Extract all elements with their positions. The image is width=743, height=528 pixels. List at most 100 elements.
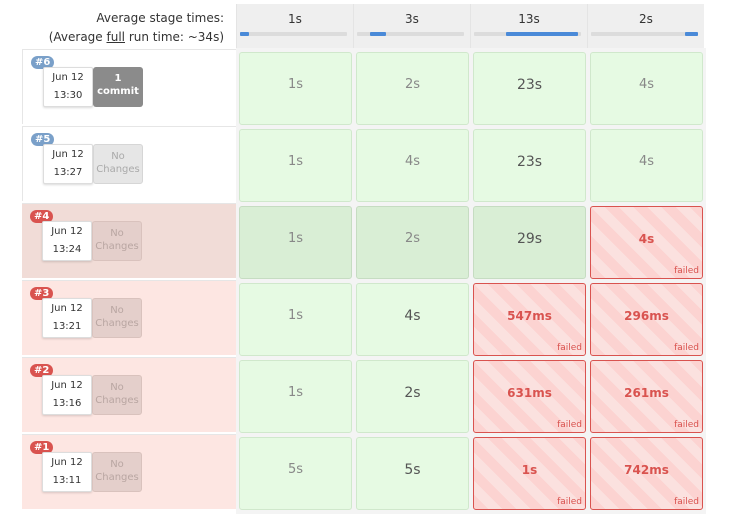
changes-box[interactable]: 1 commit [93,67,143,107]
stage-cell[interactable]: 742ms failed [590,437,703,510]
stage-cell[interactable]: 29s [473,206,586,279]
changes-line-1: 1 [114,73,122,84]
build-number-badge[interactable]: #4 [30,210,54,223]
stage-duration: 4s [404,154,421,169]
stage-progress-fill [685,32,698,36]
stage-duration: 29s [516,231,543,247]
changes-line-1: No [110,382,124,393]
build-number-badge[interactable]: #3 [30,287,54,300]
changes-line-1: No [110,459,124,470]
build-time: 13:24 [52,244,82,255]
build-row[interactable]: #2 Jun 12 13:16 No Changes [22,357,236,432]
stage-cell[interactable]: 4s [590,129,703,202]
stage-cell[interactable]: 1s [239,52,352,125]
build-number-badge[interactable]: #1 [30,441,54,454]
changes-box[interactable]: No Changes [92,298,142,338]
stage-duration: 23s [516,154,543,170]
build-date-card: Jun 12 13:24 [42,221,92,261]
stage-duration: 4s [638,77,655,92]
stage-duration: 1s [287,231,304,246]
changes-line-2: Changes [95,241,139,252]
stage-status-label: failed [557,497,582,507]
stage-duration: 2s [404,231,421,246]
average-stage-times-text: Average stage times: [96,11,224,25]
stage-duration: 1s [287,308,304,323]
stage-duration: 547ms [507,309,552,323]
stage-cell[interactable]: 4s [590,52,703,125]
stage-cell[interactable]: 23s [473,129,586,202]
build-row[interactable]: #6 Jun 12 13:30 1 commit [22,49,236,124]
stage-cell[interactable]: 2s [356,360,469,433]
stage-average-time: 3s [405,12,419,26]
stage-progress-fill [506,32,578,36]
stage-duration: 23s [516,77,543,93]
build-date: Jun 12 [52,72,84,83]
stage-cell[interactable]: 2s [356,52,469,125]
full-run-link[interactable]: full [106,30,126,44]
stage-cell[interactable]: 4s [356,283,469,356]
build-date-card: Jun 12 13:16 [42,375,92,415]
stage-cell[interactable]: 5s [239,437,352,510]
stage-header-2: 3s [353,4,470,48]
stage-duration: 742ms [624,463,669,477]
build-date: Jun 12 [51,226,83,237]
stage-cell[interactable]: 1s [239,206,352,279]
stage-cell[interactable]: 23s [473,52,586,125]
build-row[interactable]: #5 Jun 12 13:27 No Changes [22,126,236,201]
stage-duration: 2s [404,77,421,92]
stage-cell[interactable]: 5s [356,437,469,510]
stage-status-label: failed [557,343,582,353]
average-full-run-time-text: (Average full run time: ~34s) [4,28,224,47]
stage-duration: 5s [287,462,304,477]
stage-cell[interactable]: 296ms failed [590,283,703,356]
changes-box[interactable]: No Changes [92,375,142,415]
stage-status-label: failed [674,266,699,276]
build-row[interactable]: #1 Jun 12 13:11 No Changes [22,434,236,509]
stage-cell[interactable]: 631ms failed [473,360,586,433]
changes-box[interactable]: No Changes [93,144,143,184]
changes-line-2: commit [97,86,139,97]
changes-line-1: No [110,305,124,316]
stage-average-time: 2s [639,12,653,26]
changes-line-1: No [110,228,124,239]
stage-progress-fill [240,32,249,36]
stage-duration: 296ms [624,309,669,323]
stage-progress-bar [474,32,581,36]
build-date-card: Jun 12 13:27 [43,144,93,184]
stage-cell[interactable]: 261ms failed [590,360,703,433]
stage-cell[interactable]: 1s [239,129,352,202]
stage-duration: 1s [287,77,304,92]
stage-duration: 5s [404,462,421,478]
changes-line-2: Changes [96,164,140,175]
build-row[interactable]: #3 Jun 12 13:21 No Changes [22,280,236,355]
stage-progress-bar [240,32,347,36]
stage-duration: 631ms [507,386,552,400]
build-number-badge[interactable]: #5 [31,133,55,146]
stage-cell[interactable]: 547ms failed [473,283,586,356]
stage-cell[interactable]: 1s [239,360,352,433]
stage-header-4: 2s [587,4,704,48]
build-time: 13:30 [53,90,83,101]
build-row[interactable]: #4 Jun 12 13:24 No Changes [22,203,236,278]
build-date-card: Jun 12 13:30 [43,67,93,107]
stage-status-label: failed [557,420,582,430]
changes-box[interactable]: No Changes [92,221,142,261]
changes-box[interactable]: No Changes [92,452,142,492]
stage-status-label: failed [674,420,699,430]
stage-cell[interactable]: 1s failed [473,437,586,510]
stage-cell[interactable]: 2s [356,206,469,279]
build-date-card: Jun 12 13:21 [42,298,92,338]
build-number-badge[interactable]: #2 [30,364,54,377]
stage-duration: 1s [521,463,538,477]
stage-duration: 261ms [624,386,669,400]
stage-cell[interactable]: 4s failed [590,206,703,279]
stage-header-1: 1s [236,4,353,48]
build-time: 13:21 [52,321,82,332]
build-date: Jun 12 [51,457,83,468]
stage-average-time: 1s [288,12,302,26]
build-number-badge[interactable]: #6 [31,56,55,69]
stage-cell[interactable]: 4s [356,129,469,202]
stage-cell[interactable]: 1s [239,283,352,356]
build-time: 13:16 [52,398,82,409]
